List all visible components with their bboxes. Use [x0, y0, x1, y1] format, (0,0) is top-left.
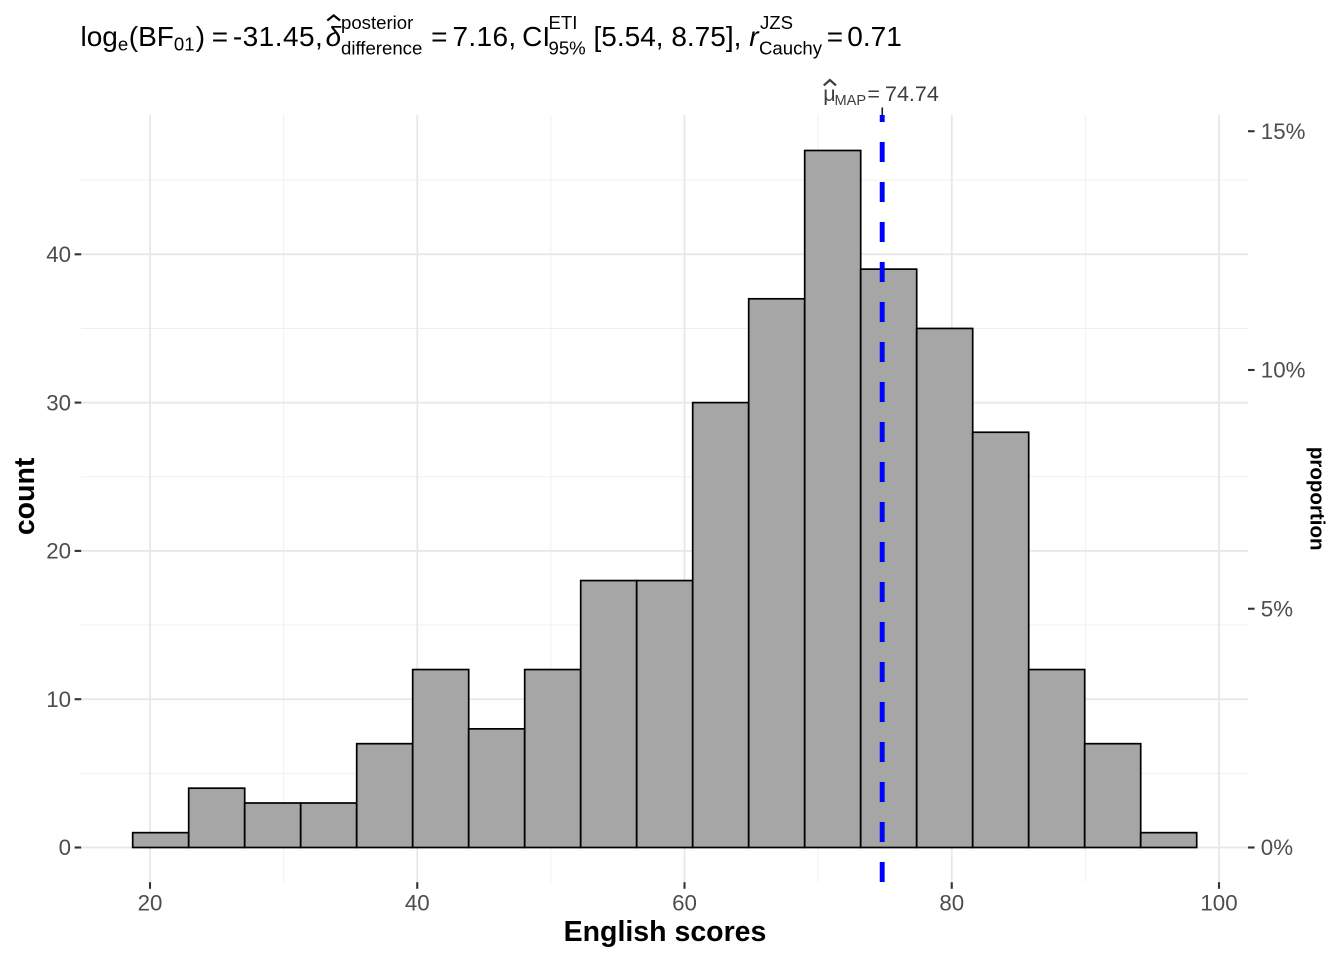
svg-text:=: =: [827, 21, 843, 52]
svg-text:English scores: English scores: [564, 916, 767, 948]
svg-text:MAP: MAP: [835, 93, 867, 109]
svg-text:posterior: posterior: [341, 12, 413, 33]
svg-text:5%: 5%: [1261, 596, 1293, 621]
svg-text:7.16,: 7.16,: [453, 21, 517, 52]
svg-text:): ): [196, 21, 205, 52]
svg-text:Cauchy: Cauchy: [759, 38, 823, 59]
svg-text:r: r: [749, 21, 760, 52]
svg-text:=: =: [867, 82, 880, 106]
svg-text:0%: 0%: [1261, 835, 1293, 860]
svg-text:74.74: 74.74: [885, 82, 939, 106]
svg-text:proportion: proportion: [1306, 447, 1329, 551]
svg-text:log: log: [81, 21, 118, 52]
svg-text:=: =: [212, 21, 228, 52]
svg-text:40: 40: [46, 242, 71, 267]
svg-text:δ: δ: [326, 21, 342, 52]
svg-text:=: =: [431, 21, 447, 52]
svg-text:100: 100: [1200, 890, 1237, 915]
svg-text:15%: 15%: [1261, 119, 1306, 144]
svg-text:CI: CI: [522, 21, 550, 52]
svg-text:0: 0: [59, 835, 71, 860]
svg-text:60: 60: [672, 890, 697, 915]
svg-text:10: 10: [46, 687, 71, 712]
svg-text:count: count: [9, 457, 41, 535]
svg-text:20: 20: [138, 890, 163, 915]
svg-text:e: e: [118, 34, 128, 55]
svg-text:10%: 10%: [1261, 358, 1306, 383]
svg-text:40: 40: [405, 890, 430, 915]
svg-text:μ: μ: [823, 82, 835, 106]
svg-text:JZS: JZS: [760, 12, 793, 33]
svg-text:20: 20: [46, 539, 71, 564]
svg-text:0.71: 0.71: [847, 21, 902, 52]
svg-text:30: 30: [46, 390, 71, 415]
svg-text:80: 80: [939, 890, 964, 915]
svg-text:-31.45,: -31.45,: [233, 21, 323, 52]
svg-text:ETI: ETI: [549, 12, 578, 33]
svg-text:01: 01: [174, 34, 195, 55]
svg-text:difference: difference: [341, 38, 422, 59]
svg-text:95%: 95%: [549, 38, 586, 59]
svg-text:(BF: (BF: [129, 21, 174, 52]
svg-text:[5.54, 8.75],: [5.54, 8.75],: [594, 21, 742, 52]
